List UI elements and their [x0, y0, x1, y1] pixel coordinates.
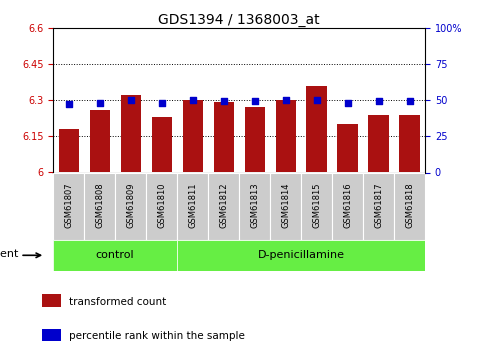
Point [96, 100, 103, 106]
Text: agent: agent [0, 249, 19, 259]
Point [251, 99, 258, 104]
Bar [270, 172, 301, 240]
Text: transformed count: transformed count [70, 297, 167, 307]
Bar [84, 172, 115, 240]
Bar [369, 115, 389, 172]
Text: GSM61807: GSM61807 [64, 183, 73, 228]
Point [127, 97, 134, 103]
Point [158, 100, 166, 106]
Bar [301, 172, 332, 240]
Text: GSM61814: GSM61814 [281, 183, 290, 228]
Bar [42, 294, 61, 307]
Bar [115, 172, 146, 240]
Point [189, 97, 197, 103]
Point [220, 99, 227, 104]
Text: GSM61813: GSM61813 [250, 183, 259, 228]
Bar [58, 129, 79, 172]
Bar [275, 100, 296, 172]
Bar [307, 86, 327, 172]
Text: control: control [96, 250, 134, 260]
Bar [213, 102, 234, 172]
Text: GSM61816: GSM61816 [343, 183, 352, 228]
Text: GSM61812: GSM61812 [219, 183, 228, 228]
Point [313, 97, 320, 103]
Bar [146, 172, 177, 240]
Bar [394, 172, 425, 240]
Point [406, 99, 413, 104]
Bar [338, 124, 357, 172]
Bar [152, 117, 171, 172]
Bar [89, 110, 110, 172]
Text: D-penicillamine: D-penicillamine [257, 250, 344, 260]
Bar [177, 172, 208, 240]
Bar [53, 172, 84, 240]
Point [65, 102, 72, 107]
Bar [121, 95, 141, 172]
Bar [177, 240, 425, 271]
Bar [399, 115, 420, 172]
Text: GSM61817: GSM61817 [374, 183, 383, 228]
Bar [42, 329, 61, 341]
Bar [183, 100, 203, 172]
Point [344, 100, 352, 106]
Text: GSM61811: GSM61811 [188, 183, 197, 228]
Text: GSM61815: GSM61815 [312, 183, 321, 228]
Bar [239, 172, 270, 240]
Bar [208, 172, 239, 240]
Point [282, 97, 289, 103]
Text: percentile rank within the sample: percentile rank within the sample [70, 332, 245, 341]
Point [375, 99, 383, 104]
Text: GSM61818: GSM61818 [405, 183, 414, 228]
Text: GSM61809: GSM61809 [126, 183, 135, 228]
Title: GDS1394 / 1368003_at: GDS1394 / 1368003_at [158, 12, 320, 27]
Text: GSM61810: GSM61810 [157, 183, 166, 228]
Text: GSM61808: GSM61808 [95, 183, 104, 228]
Bar [244, 107, 265, 172]
Bar [53, 240, 177, 271]
Bar [363, 172, 394, 240]
Bar [332, 172, 363, 240]
